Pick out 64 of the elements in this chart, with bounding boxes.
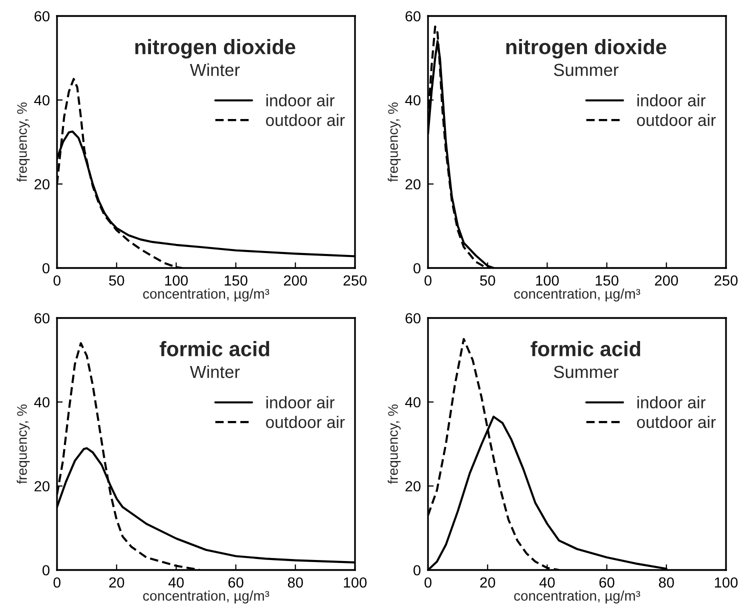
text: formic acid: [530, 341, 640, 356]
y-tick-label: 40: [405, 397, 420, 408]
x-tick-label: 250: [714, 275, 738, 286]
x-tick-label: 80: [658, 577, 674, 588]
text: Winter: [190, 63, 240, 76]
legend-label: outdoor air: [266, 416, 345, 428]
legend-label: outdoor air: [637, 416, 716, 428]
text: nitrogen dioxide: [506, 39, 666, 59]
x-tick-label: 0: [54, 577, 60, 588]
y-tick-label: 60: [34, 11, 50, 22]
text: nitrogen dioxide: [135, 39, 296, 59]
x-tick-label: 150: [596, 275, 618, 286]
y-tick-label: 0: [42, 565, 50, 576]
y-axis-title: frequency, %: [16, 404, 30, 484]
x-tick-label: 40: [539, 577, 555, 588]
text: formic acid: [160, 341, 270, 356]
x-tick-label: 100: [714, 577, 738, 588]
x-axis-title: concentration, µg/m³: [514, 590, 640, 604]
x-tick-label: 0: [424, 577, 432, 588]
legend-label: outdoor air: [637, 114, 716, 126]
y-tick-label: 20: [406, 179, 420, 190]
legend-label: indoor air: [266, 396, 335, 408]
y-tick-label: 20: [406, 481, 420, 492]
y-tick-label: 0: [42, 263, 50, 274]
x-axis-title: concentration, µg/m³: [514, 288, 640, 302]
text: Summer: [554, 366, 618, 378]
y-tick-label: 40: [34, 397, 50, 408]
y-tick-label: 20: [34, 481, 50, 492]
legend-label: indoor air: [637, 94, 706, 106]
x-tick-label: 60: [599, 577, 614, 588]
y-axis-title: frequency, %: [16, 102, 30, 182]
x-tick-label: 200: [284, 275, 307, 286]
x-tick-label: 0: [424, 275, 432, 286]
x-tick-label: 100: [165, 275, 188, 286]
x-tick-label: 80: [288, 577, 303, 588]
x-tick-label: 100: [536, 275, 559, 286]
x-axis-title: concentration, µg/m³: [143, 288, 270, 302]
x-tick-label: 150: [224, 275, 248, 286]
legend-label: indoor air: [266, 94, 335, 106]
x-tick-label: 60: [228, 577, 244, 588]
text: Summer: [554, 64, 618, 76]
y-tick-label: 60: [406, 313, 420, 324]
x-tick-label: 50: [480, 275, 496, 286]
y-axis-title: frequency, %: [388, 404, 401, 484]
y-axis-title: frequency, %: [388, 102, 401, 182]
x-tick-label: 40: [168, 577, 184, 588]
x-tick-label: 20: [109, 577, 124, 588]
legend-label: outdoor air: [266, 114, 345, 126]
x-tick-label: 50: [109, 275, 124, 286]
x-tick-label: 0: [54, 275, 60, 286]
y-tick-label: 60: [34, 313, 50, 324]
y-tick-label: 0: [414, 263, 420, 274]
y-tick-label: 20: [34, 179, 50, 190]
x-tick-label: 250: [344, 275, 367, 286]
y-tick-label: 40: [34, 95, 50, 106]
x-tick-label: 200: [654, 275, 678, 286]
x-tick-label: 20: [480, 577, 496, 588]
y-tick-label: 40: [405, 95, 420, 106]
text: Winter: [190, 365, 240, 378]
x-axis-title: concentration, µg/m³: [143, 590, 270, 604]
legend-label: indoor air: [637, 396, 706, 408]
x-tick-label: 100: [344, 577, 367, 588]
y-tick-label: 60: [406, 11, 420, 22]
y-tick-label: 0: [414, 565, 420, 576]
